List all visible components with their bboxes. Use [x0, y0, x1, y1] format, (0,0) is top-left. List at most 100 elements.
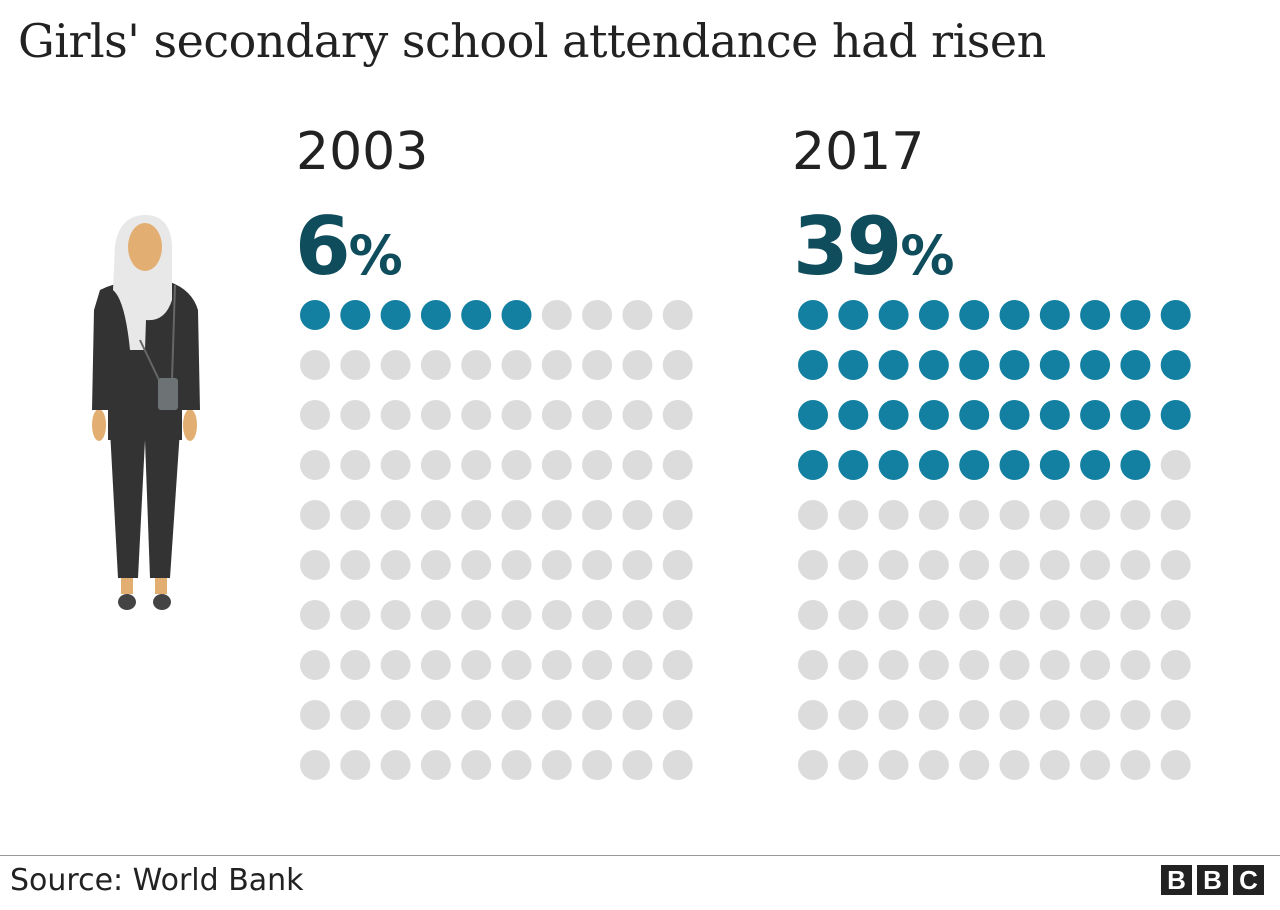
waffle-dot-empty	[959, 750, 990, 780]
waffle-dot-filled	[959, 450, 990, 480]
panel-year-2017: 2017	[792, 122, 925, 182]
waffle-dot-empty	[798, 550, 828, 580]
waffle-dot-empty	[541, 600, 572, 630]
waffle-dot-empty	[300, 600, 330, 630]
waffle-dot-empty	[1080, 700, 1111, 730]
waffle-dot-empty	[662, 550, 693, 580]
waffle-dot-empty	[622, 400, 653, 430]
footer-divider	[0, 855, 1280, 856]
waffle-dot-empty	[340, 400, 371, 430]
waffle-dot-empty	[1160, 550, 1191, 580]
waffle-dot-empty	[461, 650, 492, 680]
waffle-dot-empty	[501, 650, 532, 680]
waffle-dot-filled	[461, 300, 492, 330]
waffle-dot-empty	[959, 650, 990, 680]
waffle-dot-empty	[1039, 600, 1070, 630]
waffle-dot-empty	[340, 450, 371, 480]
waffle-dot-empty	[622, 450, 653, 480]
waffle-dot-filled	[838, 300, 869, 330]
waffle-dot-empty	[340, 600, 371, 630]
percent-value: 39	[793, 200, 902, 293]
waffle-panel-2003	[300, 300, 693, 780]
waffle-dot-empty	[1120, 750, 1151, 780]
waffle-dot-filled	[1080, 300, 1111, 330]
waffle-dot-filled	[999, 350, 1030, 380]
waffle-dot-empty	[380, 600, 411, 630]
waffle-dot-empty	[541, 300, 572, 330]
waffle-dot-empty	[501, 750, 532, 780]
waffle-dot-empty	[501, 500, 532, 530]
waffle-dot-empty	[878, 550, 909, 580]
waffle-dot-empty	[662, 600, 693, 630]
waffle-dot-empty	[798, 700, 828, 730]
waffle-dot-empty	[878, 600, 909, 630]
waffle-dot-empty	[340, 550, 371, 580]
waffle-dot-empty	[1160, 600, 1191, 630]
panel-year-2003: 2003	[296, 122, 429, 182]
waffle-dot-empty	[461, 750, 492, 780]
waffle-dot-empty	[420, 350, 451, 380]
waffle-dot-empty	[918, 550, 949, 580]
waffle-dot-empty	[582, 750, 613, 780]
waffle-dot-filled	[878, 450, 909, 480]
waffle-dot-empty	[541, 750, 572, 780]
waffle-dot-empty	[380, 750, 411, 780]
waffle-dot-filled	[1160, 400, 1191, 430]
waffle-dot-empty	[662, 500, 693, 530]
percent-value: 6	[295, 200, 351, 293]
waffle-dot-empty	[420, 400, 451, 430]
waffle-dot-empty	[420, 600, 451, 630]
waffle-dot-empty	[420, 450, 451, 480]
waffle-dot-empty	[838, 550, 869, 580]
waffle-dot-empty	[541, 550, 572, 580]
waffle-dot-empty	[1039, 750, 1070, 780]
waffle-dot-empty	[1080, 750, 1111, 780]
waffle-dot-empty	[622, 750, 653, 780]
waffle-dot-empty	[300, 700, 330, 730]
waffle-dot-filled	[798, 350, 828, 380]
waffle-dot-filled	[1160, 350, 1191, 380]
waffle-dot-empty	[878, 750, 909, 780]
waffle-dot-filled	[1120, 400, 1151, 430]
waffle-dot-filled	[918, 400, 949, 430]
waffle-dot-empty	[582, 400, 613, 430]
percent-sign: %	[348, 224, 403, 287]
panel-percent-2003: 6%	[295, 200, 403, 293]
waffle-dot-empty	[340, 700, 371, 730]
waffle-dot-filled	[300, 300, 330, 330]
waffle-dot-empty	[340, 750, 371, 780]
waffle-dot-empty	[501, 600, 532, 630]
waffle-dot-filled	[1120, 300, 1151, 330]
waffle-dot-empty	[1120, 500, 1151, 530]
waffle-dot-empty	[380, 400, 411, 430]
waffle-dot-empty	[1120, 600, 1151, 630]
waffle-dot-empty	[300, 400, 330, 430]
waffle-dot-empty	[1120, 550, 1151, 580]
waffle-dot-empty	[541, 700, 572, 730]
waffle-dot-empty	[541, 450, 572, 480]
waffle-dot-empty	[959, 600, 990, 630]
waffle-dot-filled	[1080, 450, 1111, 480]
waffle-dot-empty	[622, 350, 653, 380]
waffle-dot-filled	[1160, 300, 1191, 330]
waffle-dot-empty	[1080, 600, 1111, 630]
waffle-dot-filled	[1080, 350, 1111, 380]
waffle-dot-empty	[662, 450, 693, 480]
waffle-dot-empty	[918, 650, 949, 680]
waffle-dot-empty	[878, 700, 909, 730]
waffle-dot-empty	[501, 550, 532, 580]
waffle-dot-empty	[380, 700, 411, 730]
waffle-dot-empty	[959, 500, 990, 530]
waffle-dot-empty	[582, 600, 613, 630]
waffle-dot-empty	[662, 400, 693, 430]
waffle-dot-empty	[622, 300, 653, 330]
waffle-dot-empty	[461, 700, 492, 730]
waffle-dot-empty	[999, 700, 1030, 730]
waffle-dot-empty	[622, 700, 653, 730]
waffle-dot-empty	[541, 350, 572, 380]
waffle-dot-filled	[501, 300, 532, 330]
waffle-dot-empty	[798, 600, 828, 630]
waffle-dot-empty	[461, 500, 492, 530]
waffle-dot-empty	[582, 700, 613, 730]
